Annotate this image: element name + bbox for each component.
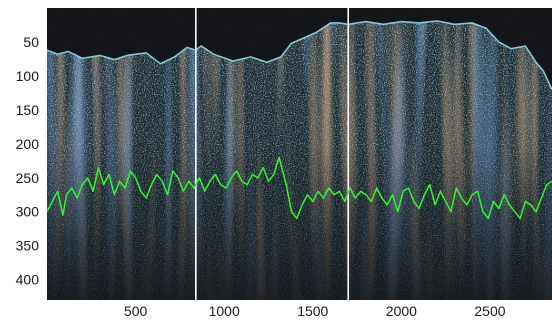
y-tick-label: 400: [16, 272, 40, 288]
x-axis-ticks: 500 1000 1500 2000 2500: [124, 303, 506, 319]
y-tick-label: 250: [16, 170, 40, 186]
x-tick-label: 2000: [386, 303, 417, 319]
y-tick-label: 350: [16, 238, 40, 254]
vertical-markers: [195, 8, 350, 300]
y-axis-ticks: 50 100 150 200 250 300 350 400: [16, 34, 40, 288]
background-texture: [47, 8, 552, 300]
x-tick-label: 1500: [297, 303, 328, 319]
y-tick-label: 300: [16, 204, 40, 220]
y-tick-label: 200: [16, 136, 40, 152]
y-tick-label: 50: [23, 34, 39, 50]
surface-edge: [47, 20, 552, 90]
x-tick-label: 1000: [209, 303, 240, 319]
trace-layer: [47, 156, 552, 220]
y-tick-label: 150: [16, 102, 40, 118]
x-tick-label: 2500: [474, 303, 505, 319]
series-line: [47, 156, 552, 220]
y-tick-label: 100: [16, 68, 40, 84]
x-tick-label: 500: [124, 303, 148, 319]
